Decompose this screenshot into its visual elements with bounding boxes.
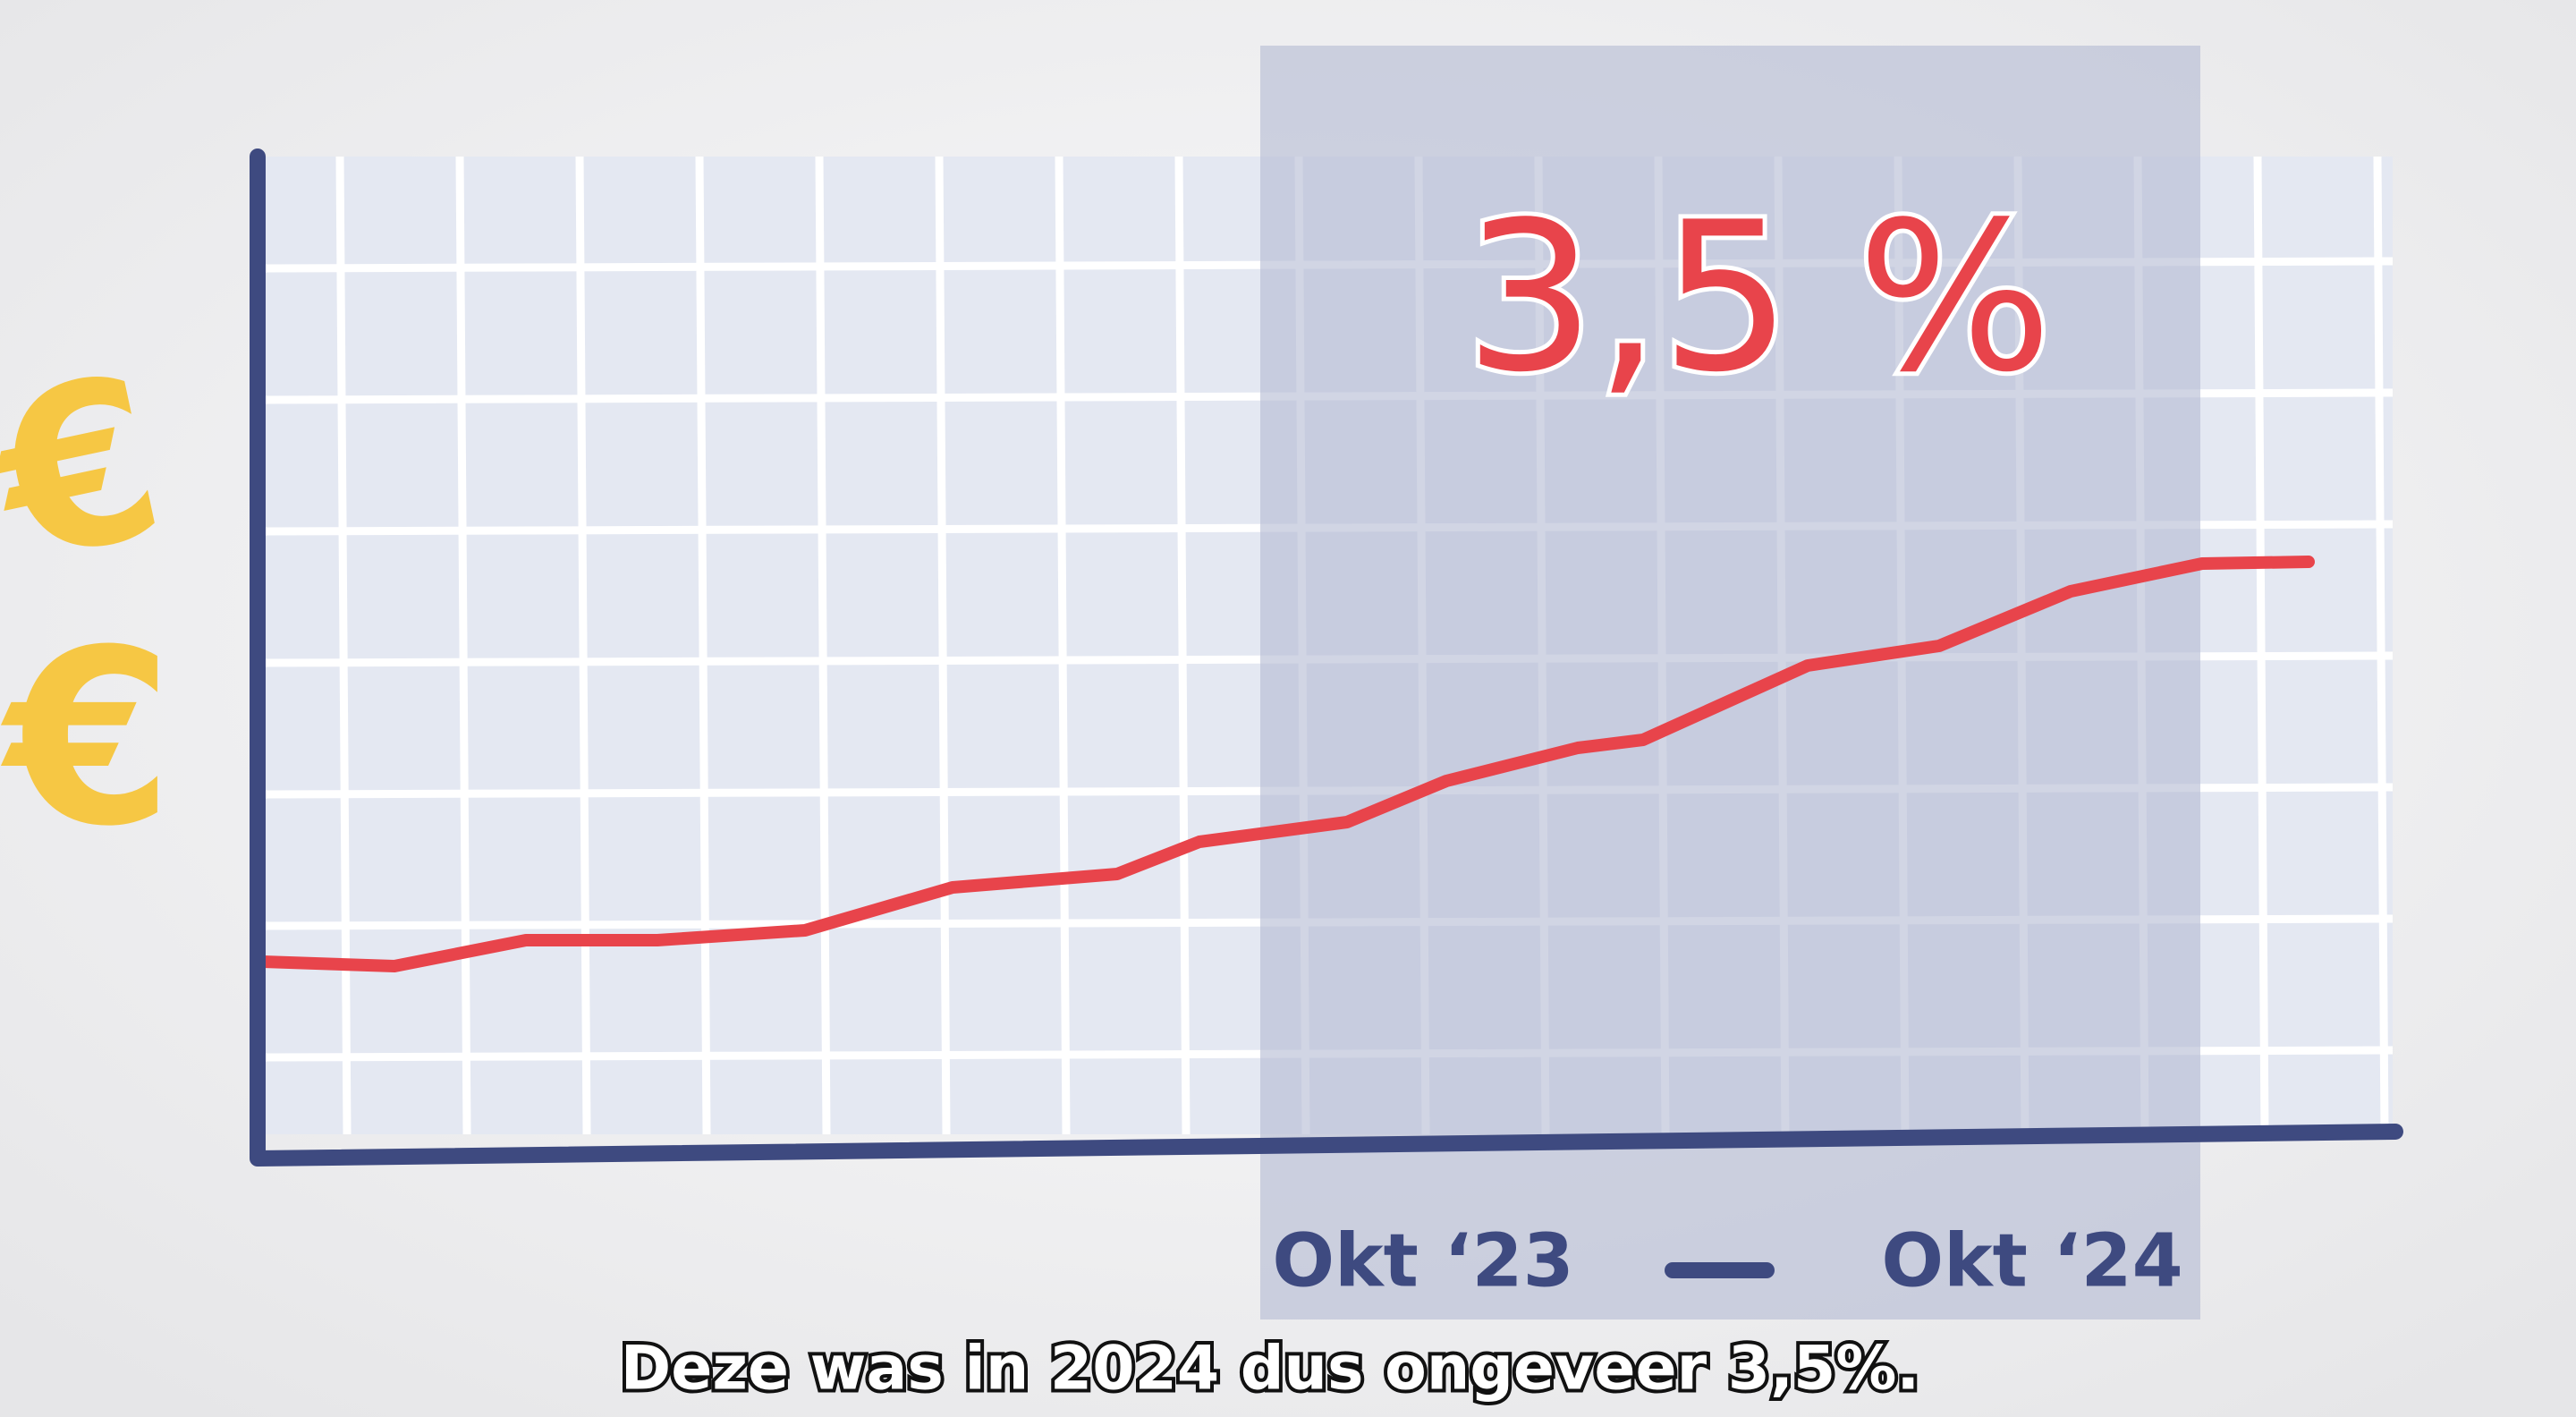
grid-line bbox=[815, 156, 831, 1135]
grid-line bbox=[335, 156, 352, 1135]
grid-line bbox=[695, 156, 711, 1135]
grid-line bbox=[455, 156, 471, 1135]
axes bbox=[250, 148, 2403, 1167]
period-start: Okt ‘23 bbox=[1272, 1218, 1573, 1303]
grid-line bbox=[935, 156, 951, 1135]
trend-line bbox=[257, 556, 2315, 972]
grid-line bbox=[1174, 156, 1191, 1135]
rate-label: 3,5 % bbox=[1464, 179, 2052, 418]
grid-line bbox=[2373, 156, 2389, 1135]
euro-symbol: € bbox=[0, 598, 174, 879]
subtitle: Deze was in 2024 dus ongeveer 3,5%. bbox=[621, 1334, 1919, 1404]
grid-line bbox=[1055, 156, 1071, 1135]
grid-line bbox=[2253, 156, 2269, 1135]
grid-line bbox=[575, 156, 591, 1135]
period-end: Okt ‘24 bbox=[1881, 1218, 2182, 1303]
highlight-band bbox=[1260, 46, 2200, 1319]
